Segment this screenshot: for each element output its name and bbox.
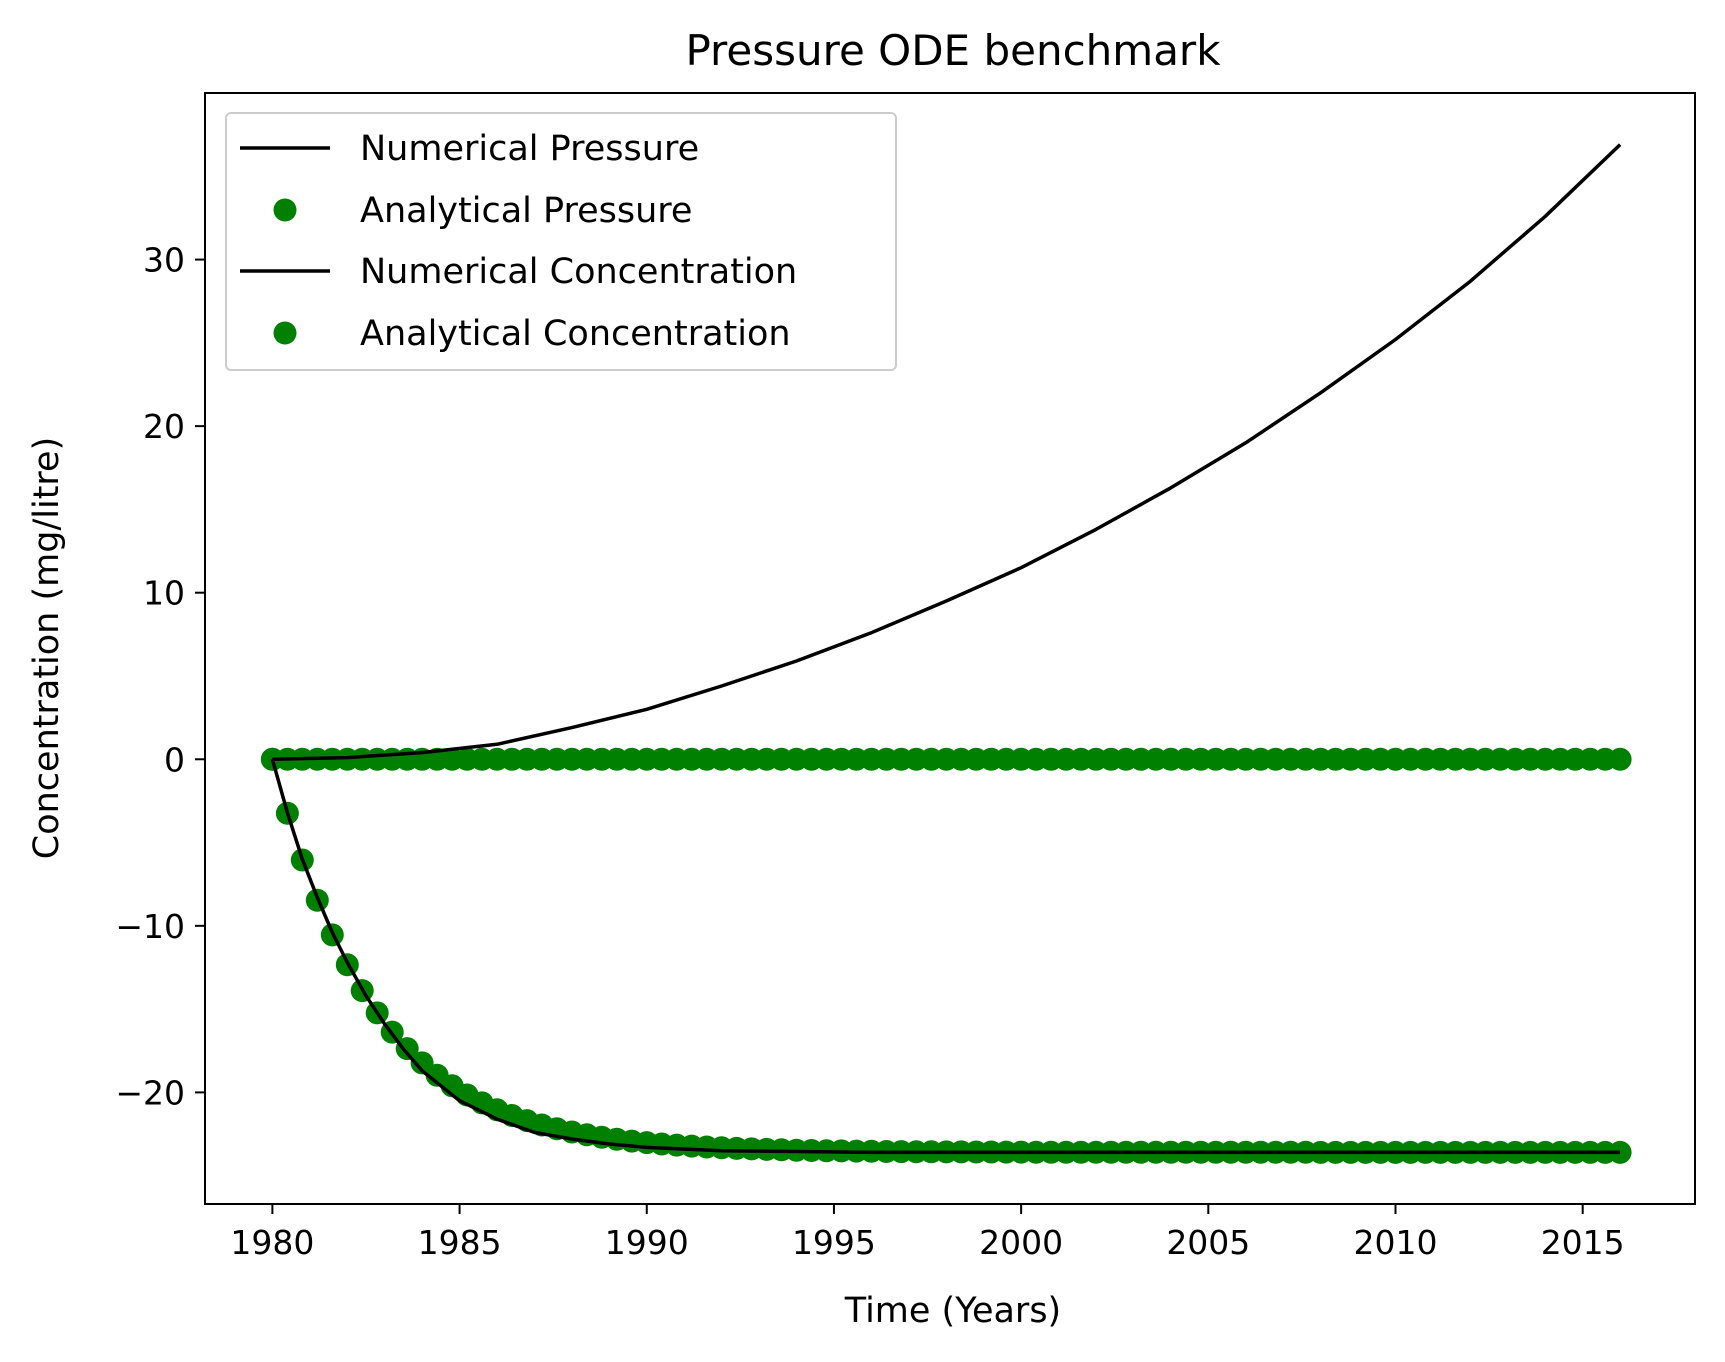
x-tick-label: 1985 [418,1223,502,1262]
chart-title: Pressure ODE benchmark [685,26,1221,75]
legend-label-numerical-pressure: Numerical Pressure [360,129,699,169]
legend-swatch-analytical-pressure [273,198,297,222]
legend-box [225,112,897,371]
y-tick-label: 0 [164,740,185,779]
x-tick-label: 2010 [1354,1223,1438,1262]
y-tick-label: −10 [115,907,185,946]
analytical-pressure-series [260,747,1632,771]
legend-label-analytical-pressure: Analytical Pressure [360,191,692,231]
numerical-concentration-line [270,758,1621,1155]
x-tick-label: 1980 [230,1223,314,1262]
numerical-pressure-line [272,143,1622,762]
plot-content [260,143,1632,1164]
legend-label-analytical-concentration: Analytical Concentration [360,314,791,354]
y-tick-label: 20 [143,407,185,446]
y-tick-label: −20 [115,1073,185,1112]
x-axis-label: Time (Years) [844,1291,1061,1331]
legend-label-numerical-concentration: Numerical Concentration [360,252,797,292]
x-tick-label: 1990 [605,1223,689,1262]
analytical-pressure-series-point [1608,747,1632,771]
y-tick-label: 30 [143,241,185,280]
x-tick-label: 2015 [1541,1223,1625,1262]
analytical-concentration-series-point [395,1037,419,1061]
y-axis-label: Concentration (mg/litre) [27,437,67,859]
x-tick-label: 2005 [1166,1223,1250,1262]
x-tick-label: 2000 [979,1223,1063,1262]
legend-swatch-analytical-concentration [273,321,297,345]
x-axis: 1980 1985 1990 1995 2000 2005 2010 2015 [230,1204,1625,1262]
legend: Numerical Pressure Analytical Pressure Num… [225,112,897,371]
y-tick-label: 10 [143,574,185,613]
plot-frame [204,92,1696,1205]
y-axis: −20 −10 0 10 20 30 [115,241,205,1112]
x-tick-label: 1995 [792,1223,876,1262]
